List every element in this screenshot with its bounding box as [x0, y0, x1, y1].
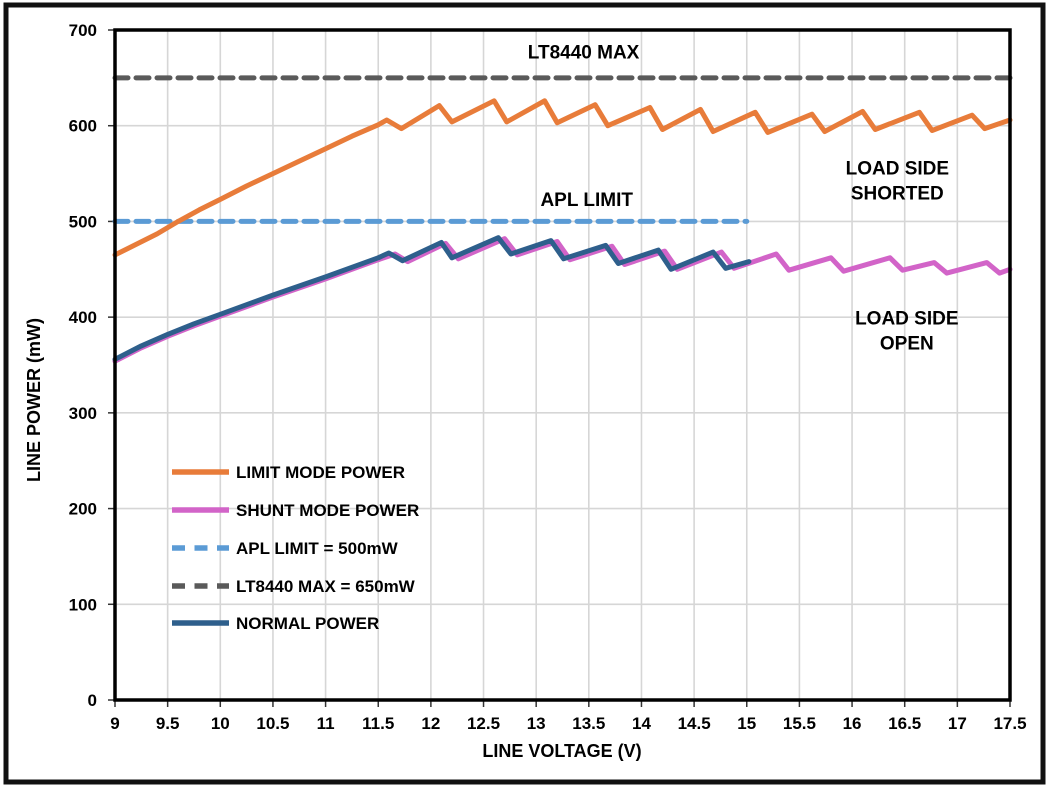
x-tick-label: 9 — [110, 714, 119, 733]
y-tick-label: 0 — [88, 691, 97, 710]
series-line-normal-power — [112, 235, 752, 362]
x-tick-label: 17.5 — [993, 714, 1026, 733]
legend-item-label: LT8440 MAX = 650mW — [236, 577, 416, 596]
annotation-load-side-open: LOAD SIDE OPEN — [855, 309, 958, 355]
legend: LIMIT MODE POWER SHUNT MODE POWER APL LIMI… — [172, 463, 419, 633]
x-tick-label: 14.5 — [678, 714, 711, 733]
x-tick-label: 16.5 — [888, 714, 921, 733]
legend-item-label: LIMIT MODE POWER — [236, 463, 405, 482]
x-tick-label: 13 — [527, 714, 546, 733]
figure-border — [3, 2, 1046, 785]
series-lines — [112, 75, 1013, 364]
legend-item-apl-limit-500mw: APL LIMIT = 500mW — [172, 539, 399, 558]
y-tick-label: 300 — [69, 404, 97, 423]
x-tick-label: 12 — [421, 714, 440, 733]
x-tick-label: 12.5 — [467, 714, 500, 733]
y-tick-label: 400 — [69, 308, 97, 327]
x-axis-title: LINE VOLTAGE (V) — [482, 741, 641, 761]
x-tick-label: 11 — [317, 714, 335, 733]
x-tick-label: 14 — [632, 714, 651, 733]
legend-item-normal-power: NORMAL POWER — [172, 614, 379, 633]
tick-labels: 9 9.5 10 10.5 11 11.5 12 12.5 13 13.5 14 14.5 15 15.5… — [69, 21, 1027, 733]
plot-border — [113, 28, 1012, 702]
annotation-load-side-shorted: LOAD SIDE SHORTED — [846, 158, 949, 204]
x-tick-label: 11.5 — [362, 714, 394, 733]
y-tick-label: 700 — [69, 21, 97, 40]
x-tick-label: 13.5 — [572, 714, 605, 733]
y-tick-label: 200 — [69, 500, 97, 519]
legend-item-lt8440-max-650mw: LT8440 MAX = 650mW — [172, 577, 416, 596]
y-tick-label: 600 — [69, 117, 97, 136]
y-tick-label: 100 — [69, 595, 97, 614]
y-tick-label: 500 — [69, 212, 97, 231]
annotation-lt8440-max: LT8440 MAX — [528, 43, 640, 64]
x-tick-label: 10 — [211, 714, 230, 733]
x-tick-label: 9.5 — [156, 714, 180, 733]
x-tick-label: 15 — [737, 714, 756, 733]
x-tick-label: 16 — [843, 714, 862, 733]
legend-item-label: NORMAL POWER — [236, 614, 379, 633]
legend-item-shunt-mode-power: SHUNT MODE POWER — [172, 501, 419, 520]
series-line-limit-mode-power — [112, 98, 1013, 258]
legend-item-limit-mode-power: LIMIT MODE POWER — [172, 463, 405, 482]
legend-item-label: SHUNT MODE POWER — [236, 501, 419, 520]
x-tick-label: 17 — [948, 714, 967, 733]
x-tick-label: 15.5 — [783, 714, 816, 733]
y-axis-title: LINE POWER (mW) — [24, 318, 44, 482]
legend-item-label: APL LIMIT = 500mW — [236, 539, 399, 558]
annotation-apl-limit: APL LIMIT — [540, 190, 633, 211]
x-tick-label: 10.5 — [256, 714, 289, 733]
annotations: LT8440 MAX APL LIMIT LOAD SIDE SHORTED LOAD … — [528, 43, 959, 355]
